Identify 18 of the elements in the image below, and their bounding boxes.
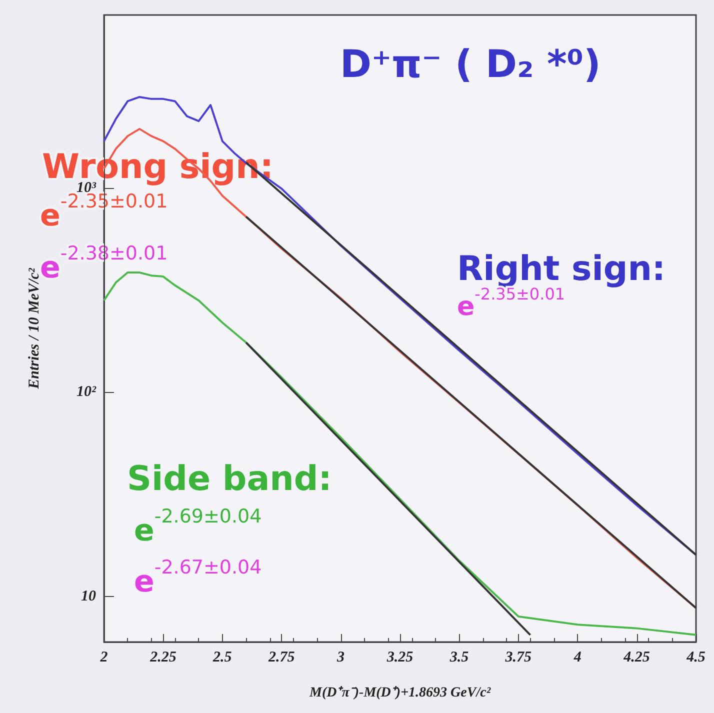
x-tick-label: 4.5 [686, 650, 706, 666]
y-axis-title: Entries / 10 MeV/c² [26, 268, 42, 390]
x-tick-label: 3.5 [448, 650, 470, 666]
x-tick-label: 3.75 [504, 650, 532, 666]
x-tick-label: 4 [572, 650, 582, 666]
annotation: Right sign: [457, 249, 666, 289]
x-tick-label: 2 [99, 650, 108, 666]
annotation: Side band: [127, 459, 332, 499]
x-tick-label: 2.75 [267, 650, 296, 666]
x-tick-label: 2.5 [212, 650, 232, 666]
x-axis-title: M(D⁺π⁻)-M(D⁺)+1.8693 GeV/c² [308, 686, 492, 700]
x-tick-label: 3.25 [386, 650, 414, 666]
x-tick-label: 2.25 [149, 650, 177, 666]
x-tick-label: 3 [336, 650, 346, 666]
text: D⁺π⁻ ( D₂ *⁰) [340, 42, 601, 86]
x-tick-label: 4.25 [622, 650, 650, 666]
y-tick-label: 10² [76, 384, 96, 400]
y-tick-label: 10 [81, 588, 96, 605]
